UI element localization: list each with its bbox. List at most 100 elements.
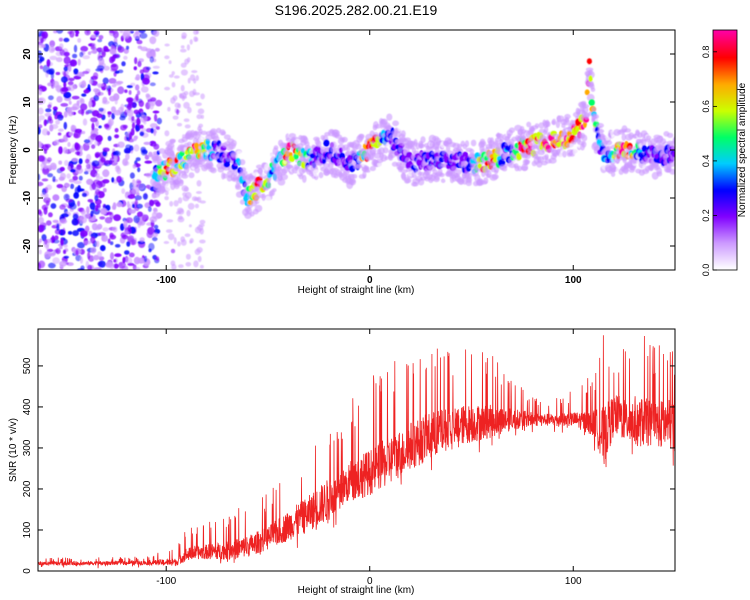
colorbar-strip: [713, 142, 737, 145]
heatmap-noise-blob: [78, 175, 83, 181]
snr-series-line: [38, 335, 675, 569]
colorbar-strip: [713, 176, 737, 179]
heatmap-noise-blob: [98, 232, 106, 237]
heatmap-noise-blob: [121, 234, 129, 240]
heatmap-halo-blob: [318, 171, 324, 179]
heatmap-noise-blob: [49, 118, 54, 125]
heatmap-noise-blob: [80, 230, 88, 237]
heatmap-noise-blob: [40, 37, 44, 43]
heatmap-noise-blob: [194, 248, 201, 255]
colorbar-strip: [713, 86, 737, 89]
heatmap-noise-blob: [46, 69, 54, 75]
heatmap-noise-blob: [110, 160, 118, 166]
heatmap-halo-blob: [377, 162, 382, 167]
snr-ticks: -100 0 100 0 100 200 300 400 500: [22, 329, 675, 587]
heatmap-noise-blob: [69, 148, 75, 152]
heatmap-noise-blob: [178, 264, 184, 268]
heatmap-noise-blob: [38, 181, 44, 187]
heatmap-noise-blob: [137, 167, 141, 173]
heatmap-noise-blob: [67, 81, 74, 86]
heatmap-noise-blob: [68, 100, 72, 105]
heatmap-noise-blob: [143, 141, 151, 145]
heatmap-noise-blob: [112, 226, 118, 233]
heatmap-noise-blob: [111, 106, 116, 113]
heatmap-noise-blob: [177, 197, 183, 204]
colorbar-strip: [713, 84, 737, 87]
heatmap-halo-blob: [469, 148, 475, 154]
heatmap-noise-blob: [119, 115, 126, 121]
heatmap-noise-blob: [95, 134, 103, 143]
heatmap-halo-blob: [239, 199, 245, 205]
heatmap-halo-blob: [449, 170, 455, 177]
heatmap-noise-blob: [123, 230, 129, 235]
heatmap-noise-blob: [123, 55, 128, 60]
heatmap-noise-blob: [54, 228, 62, 235]
colorbar-strip: [713, 186, 737, 189]
heatmap-noise-blob: [133, 135, 138, 141]
colorbar-strip: [713, 156, 737, 159]
heatmap-halo-blob: [564, 113, 571, 120]
colorbar-strip: [713, 62, 737, 65]
heatmap-noise-blob: [69, 30, 75, 38]
heatmap-noise-blob: [71, 95, 80, 100]
heatmap-noise-blob: [56, 184, 64, 189]
heatmap-halo-blob: [254, 204, 263, 213]
heatmap-noise-blob: [63, 51, 70, 57]
colorbar-strip: [713, 44, 737, 47]
heatmap-halo-blob: [526, 121, 532, 128]
heatmap-noise-blob: [108, 118, 114, 127]
heatmap-noise-blob: [59, 260, 67, 267]
heatmap-halo-blob: [610, 171, 616, 177]
heatmap-noise-blob: [129, 145, 134, 151]
heatmap-noise-blob: [79, 103, 88, 111]
heatmap-noise-blob: [98, 35, 104, 40]
heatmap-noise-blob: [89, 202, 96, 210]
heatmap-noise-blob: [52, 219, 59, 223]
heatmap-noise-blob: [137, 211, 143, 218]
heatmap-noise-blob: [90, 210, 94, 218]
heatmap-noise-blob: [73, 133, 79, 138]
colorbar-strip: [713, 160, 737, 163]
colorbar-strip: [713, 190, 737, 193]
heatmap-noise-blob: [109, 95, 117, 102]
heatmap-noise-blob: [136, 180, 142, 184]
heatmap-noise-blob: [83, 240, 92, 245]
heatmap-noise-blob: [44, 251, 51, 259]
snr-y-axis-label: SNR (10 * v/v): [8, 418, 19, 482]
heatmap-noise-blob: [155, 256, 160, 262]
heatmap-noise-blob: [95, 188, 101, 196]
heatmap-halo-blob: [264, 163, 269, 171]
heatmap-noise-blob: [38, 155, 46, 163]
heatmap-noise-blob: [193, 30, 199, 35]
heatmap-noise-blob: [111, 64, 117, 68]
heatmap-noise-blob: [117, 141, 125, 148]
colorbar-strip: [713, 230, 737, 233]
heatmap-noise-blob: [149, 97, 157, 102]
heatmap-halo-blob: [521, 163, 529, 172]
snr-y-tick-label: 500: [22, 357, 33, 374]
colorbar-strip: [713, 162, 737, 165]
heatmap-noise-blob: [73, 192, 80, 199]
heatmap-noise-blob: [147, 206, 152, 213]
heatmap-x-tick-label: -100: [156, 275, 176, 286]
heatmap-noise-blob: [124, 109, 128, 116]
colorbar-strip: [713, 96, 737, 99]
heatmap-noise-blob: [114, 134, 120, 139]
heatmap-noise-blob: [57, 132, 62, 136]
colorbar-strip: [713, 70, 737, 73]
colorbar-strip: [713, 150, 737, 153]
heatmap-noise-blob: [163, 241, 170, 244]
heatmap-noise-blob: [177, 241, 181, 247]
heatmap-halo-blob: [265, 196, 271, 203]
heatmap-halo-blob: [266, 176, 271, 184]
heatmap-noise-blob: [168, 60, 172, 65]
heatmap-noise-blob: [68, 84, 75, 92]
colorbar-strip: [713, 130, 737, 133]
colorbar-strip: [713, 214, 737, 217]
heatmap-noise-blob: [58, 176, 65, 181]
colorbar-strip: [713, 170, 737, 173]
colorbar-strip: [713, 116, 737, 119]
heatmap-noise-blob: [63, 255, 69, 259]
colorbar-strip: [713, 146, 737, 149]
